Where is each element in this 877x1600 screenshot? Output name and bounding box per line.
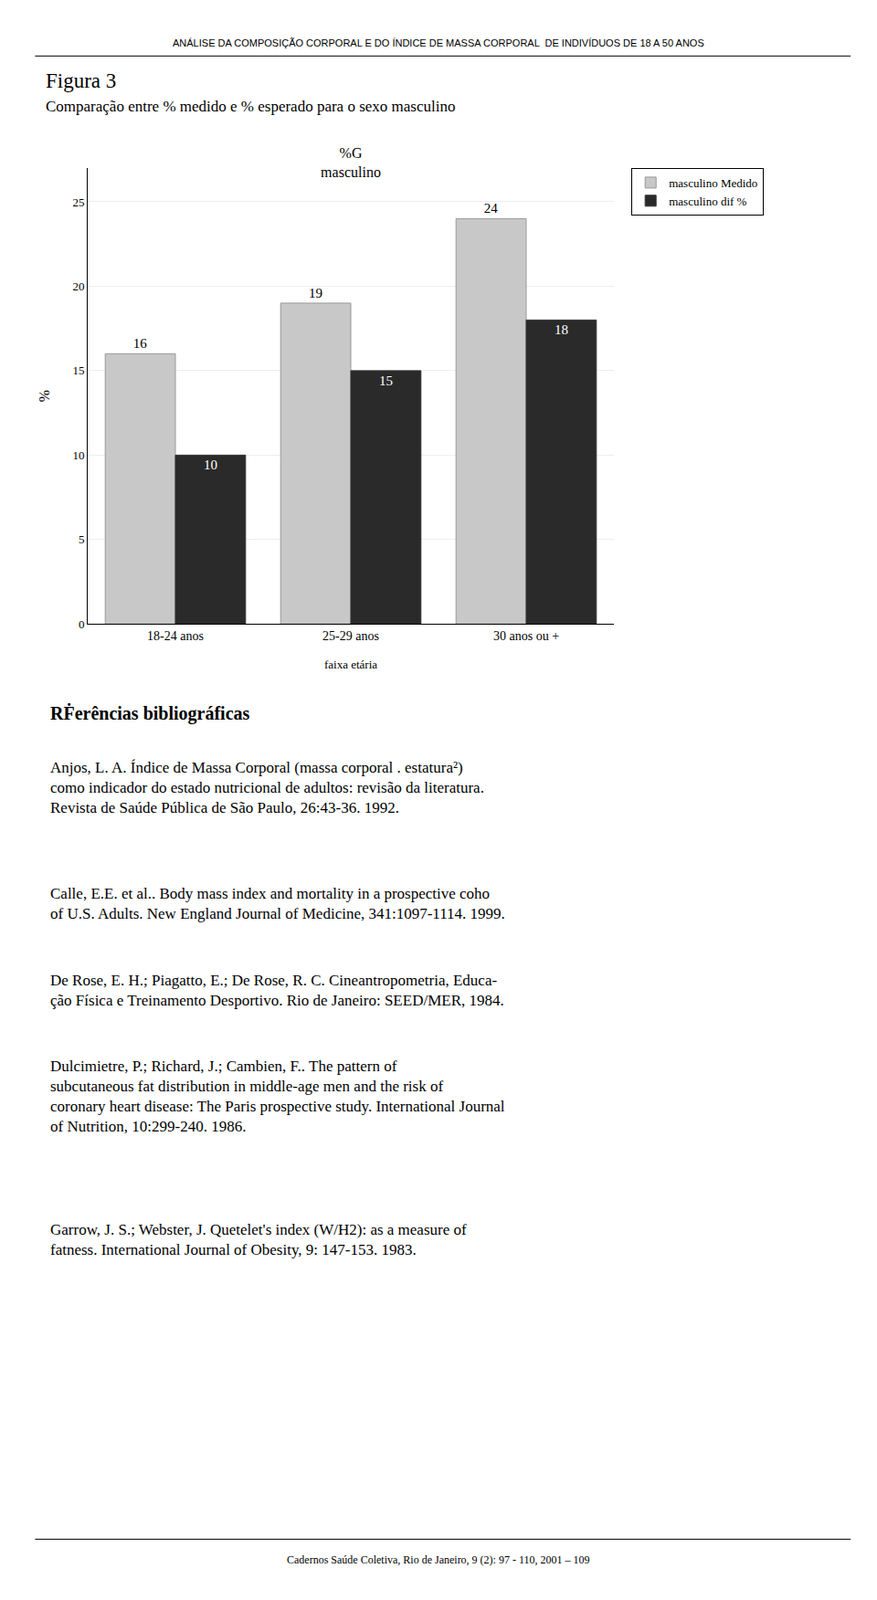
svg-text:30 anos ou +: 30 anos ou + xyxy=(493,629,560,644)
svg-text:masculino Medido: masculino Medido xyxy=(668,176,758,191)
svg-text:%: % xyxy=(36,390,53,402)
svg-text:masculino dif %: masculino dif % xyxy=(668,194,747,209)
svg-text:15: 15 xyxy=(379,373,393,389)
svg-text:19: 19 xyxy=(308,285,323,301)
svg-text:20: 20 xyxy=(72,279,85,294)
svg-text:Anjos, L. A. Índice de Massa C: Anjos, L. A. Índice de Massa Corporal (m… xyxy=(50,759,485,817)
svg-text:De Rose, E. H.; Piagatto, E.;: De Rose, E. H.; Piagatto, E.; De Rose, R… xyxy=(50,972,505,1010)
svg-text:24: 24 xyxy=(484,200,499,216)
svg-text:15: 15 xyxy=(72,363,85,378)
svg-text:18-24 anos: 18-24 anos xyxy=(147,629,204,644)
svg-text:%Gmasculino: %Gmasculino xyxy=(320,145,381,180)
svg-text:0: 0 xyxy=(78,617,85,632)
svg-text:25: 25 xyxy=(72,195,85,210)
svg-text:10: 10 xyxy=(72,448,85,463)
svg-text:18: 18 xyxy=(554,322,569,338)
svg-text:16: 16 xyxy=(133,336,148,351)
svg-text:Garrow, J. S.; Webster, J. Que: Garrow, J. S.; Webster, J. Quetelet's in… xyxy=(50,1221,467,1259)
svg-text:10: 10 xyxy=(203,457,218,473)
svg-text:Calle, E.E. et al.. Body mass: Calle, E.E. et al.. Body mass index and … xyxy=(50,885,506,923)
svg-text:Cadernos Saúde Coletiva, Rio d: Cadernos Saúde Coletiva, Rio de Janeiro,… xyxy=(286,1553,591,1567)
svg-text:25-29 anos: 25-29 anos xyxy=(322,629,380,644)
svg-text:RḞerências bibliográficas: RḞerências bibliográficas xyxy=(50,702,251,725)
svg-text:Dulcimietre, P.; Richard, J.;: Dulcimietre, P.; Richard, J.; Cambien, F… xyxy=(50,1057,506,1136)
svg-text:5: 5 xyxy=(78,532,85,547)
svg-text:Figura 3: Figura 3 xyxy=(45,69,117,93)
svg-text:ANÁLISE DA COMPOSIÇÃO CORPORAL: ANÁLISE DA COMPOSIÇÃO CORPORAL E DO ÍNDI… xyxy=(172,37,705,49)
svg-text:faixa etária: faixa etária xyxy=(324,657,378,672)
svg-text:Comparação entre % medido e %: Comparação entre % medido e % esperado p… xyxy=(45,97,455,116)
